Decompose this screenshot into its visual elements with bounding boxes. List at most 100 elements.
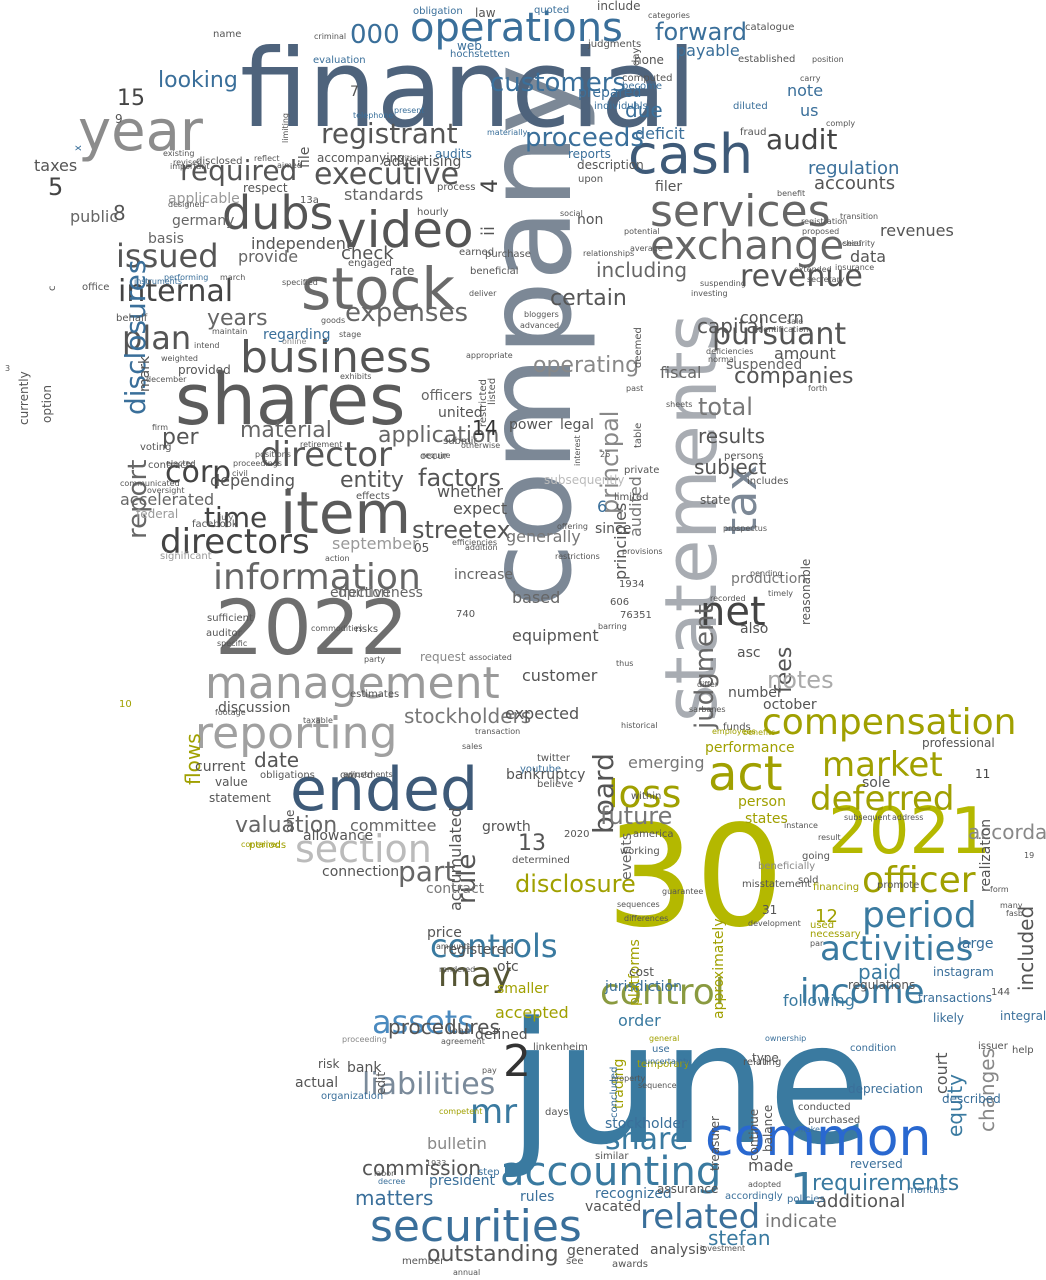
- word-performing: performing: [164, 273, 209, 282]
- word-corp: corp: [165, 455, 232, 490]
- word-actual: actual: [295, 1075, 339, 1091]
- word-none: none: [634, 53, 664, 67]
- word-26: 26: [600, 450, 611, 459]
- word-telephone: telephone: [353, 111, 394, 120]
- word-competent: competent: [439, 1107, 483, 1116]
- word-concern: concern: [740, 308, 804, 327]
- word-subject: subject: [694, 455, 767, 479]
- word-reporting: reporting: [195, 708, 398, 759]
- word-determined: determined: [512, 855, 570, 866]
- word-president: president: [429, 1173, 495, 1189]
- word-exchange: exchange: [650, 223, 845, 269]
- word-non: non: [577, 212, 604, 228]
- word-sequence: sequence: [638, 1081, 677, 1090]
- word-professional: professional: [922, 736, 995, 750]
- word-fasb: fasb: [1006, 909, 1023, 918]
- word-disclosure: disclosure: [515, 870, 636, 898]
- word-states: states: [745, 811, 788, 827]
- word-hochstetten: hochstetten: [450, 49, 510, 60]
- word-sold: sold: [798, 875, 819, 886]
- word-13: 13: [518, 831, 546, 856]
- word-section: section: [295, 827, 432, 871]
- word-adjustments: adjustments: [343, 770, 393, 779]
- word-sheets: sheets: [666, 400, 693, 409]
- word-indicate: indicate: [765, 1211, 837, 1232]
- word-commodities: commodities: [311, 624, 363, 633]
- word-intend: intend: [194, 341, 220, 350]
- word-factors: factors: [418, 464, 501, 492]
- word-conducted: conducted: [798, 1102, 851, 1113]
- word-social: social: [560, 209, 583, 218]
- word-related: related: [640, 1197, 761, 1237]
- word-likely: likely: [933, 1011, 965, 1025]
- word-online: online: [282, 337, 307, 346]
- word-capital: capital: [697, 314, 765, 338]
- word-officer: officer: [862, 860, 976, 901]
- word-decree: decree: [378, 1177, 406, 1186]
- word-youtube: youtube: [520, 764, 562, 775]
- word-make: make: [798, 1125, 820, 1134]
- word-table: table: [633, 422, 644, 448]
- word-connection: connection: [322, 864, 400, 880]
- word-past: past: [626, 384, 644, 393]
- word-recognized: recognized: [595, 1186, 672, 1202]
- word-believe: believe: [537, 779, 574, 790]
- word-accordance: accordance: [968, 820, 1046, 844]
- word-approximately: approximately: [711, 918, 727, 1020]
- word-also: also: [740, 621, 769, 637]
- word-rules: rules: [520, 1189, 555, 1205]
- word-specified: specified: [282, 278, 318, 287]
- word-adopted: adopted: [748, 1180, 782, 1189]
- word-goods: goods: [321, 316, 346, 325]
- word-upon: upon: [578, 174, 604, 185]
- word-officers: officers: [421, 388, 473, 404]
- word-additional: additional: [816, 1191, 906, 1212]
- word-court: court: [932, 1052, 951, 1094]
- word-offering: offering: [557, 522, 588, 531]
- word-10: 10: [119, 699, 132, 710]
- word-sarbanes: sarbanes: [689, 705, 726, 714]
- word-directors: directors: [160, 522, 310, 562]
- word-effects: effects: [356, 491, 390, 502]
- word-control: control: [600, 972, 725, 1013]
- word-many: many: [1000, 901, 1023, 910]
- word-order: order: [618, 1011, 661, 1030]
- word-used: used: [810, 920, 835, 931]
- word-4: 4: [478, 179, 503, 194]
- word-future: future: [600, 802, 673, 830]
- word-required: required: [180, 154, 298, 187]
- word-associated: associated: [469, 653, 512, 662]
- word-issuer: issuer: [978, 1041, 1008, 1052]
- word-risks: risks: [355, 624, 379, 635]
- word-requirements: requirements: [812, 1171, 960, 1196]
- word-beneficial: beneficial: [470, 266, 519, 277]
- word-extended: extended: [794, 265, 832, 274]
- word-compensation: compensation: [762, 702, 1017, 743]
- word-see: see: [566, 1256, 584, 1267]
- word-investment: investment: [700, 1244, 746, 1253]
- word-may: may: [438, 955, 513, 995]
- word-addition: addition: [465, 543, 498, 552]
- word-defined: defined: [475, 1027, 528, 1043]
- word-8: 8: [113, 201, 126, 225]
- word-registration: registration: [801, 217, 848, 226]
- word-stock: stock: [301, 255, 455, 323]
- word-annual: annual: [453, 1268, 481, 1277]
- word-assurance: assurance: [657, 1182, 719, 1196]
- word-reflect: reflect: [254, 154, 280, 163]
- word-individuals: individuals: [594, 101, 648, 112]
- word-prospectus: prospectus: [723, 524, 768, 533]
- word-activities: activities: [820, 929, 974, 969]
- word-bankruptcy: bankruptcy: [506, 767, 586, 783]
- word-revised: revised: [173, 158, 203, 167]
- word-fiscal: fiscal: [660, 363, 702, 382]
- word-barring: barring: [598, 622, 627, 631]
- word-606: 606: [610, 597, 630, 608]
- word-federal: federal: [136, 507, 179, 521]
- word-pay: pay: [482, 1066, 497, 1075]
- word-depreciation: depreciation: [848, 1082, 923, 1096]
- word-form: form: [990, 885, 1009, 894]
- word-result: result: [818, 833, 841, 842]
- word-streetex: streetex: [412, 516, 511, 544]
- word-9: 9: [115, 112, 123, 126]
